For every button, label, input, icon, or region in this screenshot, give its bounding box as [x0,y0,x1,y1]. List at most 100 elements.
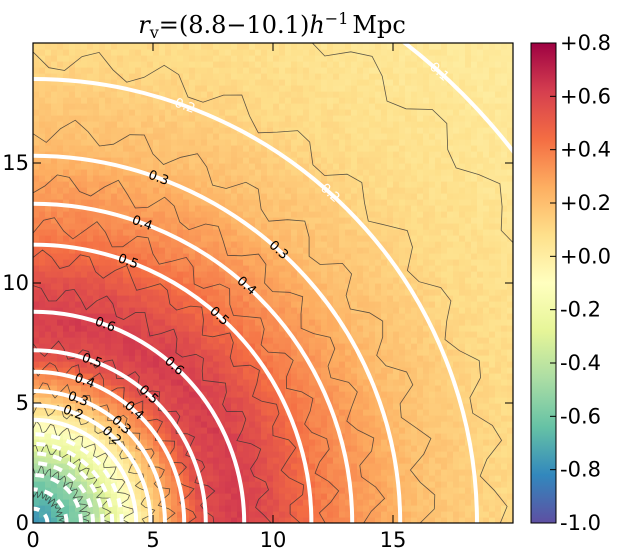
heatmap-cell [267,505,274,512]
heatmap-cell [369,319,376,326]
heatmap-cell [39,343,46,350]
heatmap-cell [147,163,154,170]
heatmap-cell [135,481,142,488]
heatmap-cell [153,235,160,242]
heatmap-cell [309,355,316,362]
heatmap-cell [153,373,160,380]
heatmap-cell [87,175,94,182]
heatmap-cell [303,283,310,290]
heatmap-cell [177,211,184,218]
heatmap-cell [261,355,268,362]
heatmap-cell [387,103,394,110]
heatmap-cell [369,487,376,494]
heatmap-cell [159,277,166,284]
heatmap-cell [141,97,148,104]
heatmap-cell [261,193,268,200]
heatmap-cell [123,115,130,122]
heatmap-cell [171,415,178,422]
heatmap-cell [261,409,268,416]
heatmap-cell [183,421,190,428]
heatmap-cell [237,157,244,164]
heatmap-cell [57,217,64,224]
heatmap-cell [309,349,316,356]
heatmap-cell [99,307,106,314]
heatmap-cell [153,247,160,254]
heatmap-cell [357,397,364,404]
heatmap-cell [33,463,40,470]
heatmap-cell [303,511,310,518]
heatmap-cell [303,49,310,56]
heatmap-cell [303,61,310,68]
heatmap-cell [135,331,142,338]
heatmap-cell [69,247,76,254]
heatmap-cell [207,277,214,284]
heatmap-cell [87,283,94,290]
heatmap-cell [351,67,358,74]
heatmap-cell [183,379,190,386]
heatmap-cell [33,187,40,194]
heatmap-cell [147,115,154,122]
heatmap-cell [153,169,160,176]
heatmap-cell [273,499,280,506]
heatmap-cell [111,127,118,134]
heatmap-cell [201,85,208,92]
heatmap-cell [255,163,262,170]
heatmap-cell [285,319,292,326]
heatmap-cell [111,505,118,512]
heatmap-cell [339,43,346,50]
heatmap-cell [243,301,250,308]
heatmap-cell [357,391,364,398]
heatmap-cell [297,181,304,188]
heatmap-cell [327,115,334,122]
heatmap-cell [273,115,280,122]
heatmap-cell [189,271,196,278]
heatmap-cell [261,313,268,320]
heatmap-cell [69,403,76,410]
heatmap-cell [201,223,208,230]
heatmap-cell [297,235,304,242]
heatmap-cell [249,73,256,80]
heatmap-cell [357,403,364,410]
heatmap-cell [333,103,340,110]
heatmap-cell [87,73,94,80]
heatmap-cell [75,343,82,350]
heatmap-cell [129,229,136,236]
heatmap-cell [147,229,154,236]
heatmap-cell [105,445,112,452]
heatmap-cell [243,205,250,212]
heatmap-cell [237,49,244,56]
heatmap-cell [177,163,184,170]
heatmap-cell [381,427,388,434]
heatmap-cell [51,499,58,506]
heatmap-cell [291,43,298,50]
heatmap-cell [141,109,148,116]
heatmap-cell [291,55,298,62]
heatmap-cell [249,457,256,464]
heatmap-cell [171,169,178,176]
heatmap-cell [387,85,394,92]
heatmap-cell [153,409,160,416]
heatmap-cell [375,121,382,128]
heatmap-cell [297,211,304,218]
heatmap-cell [159,283,166,290]
heatmap-cell [99,277,106,284]
heatmap-cell [75,307,82,314]
heatmap-cell [123,349,130,356]
heatmap-cell [393,379,400,386]
heatmap-cell [135,271,142,278]
heatmap-cell [393,175,400,182]
heatmap-cell [363,337,370,344]
heatmap-cell [339,349,346,356]
heatmap-cell [171,319,178,326]
heatmap-cell [381,193,388,200]
heatmap-cell [255,511,262,518]
heatmap-cell [57,439,64,446]
heatmap-cell [399,247,406,254]
heatmap-cell [33,79,40,86]
heatmap-cell [255,451,262,458]
heatmap-cell [309,319,316,326]
heatmap-cell [285,247,292,254]
heatmap-cell [375,97,382,104]
heatmap-cell [111,313,118,320]
heatmap-cell [273,319,280,326]
